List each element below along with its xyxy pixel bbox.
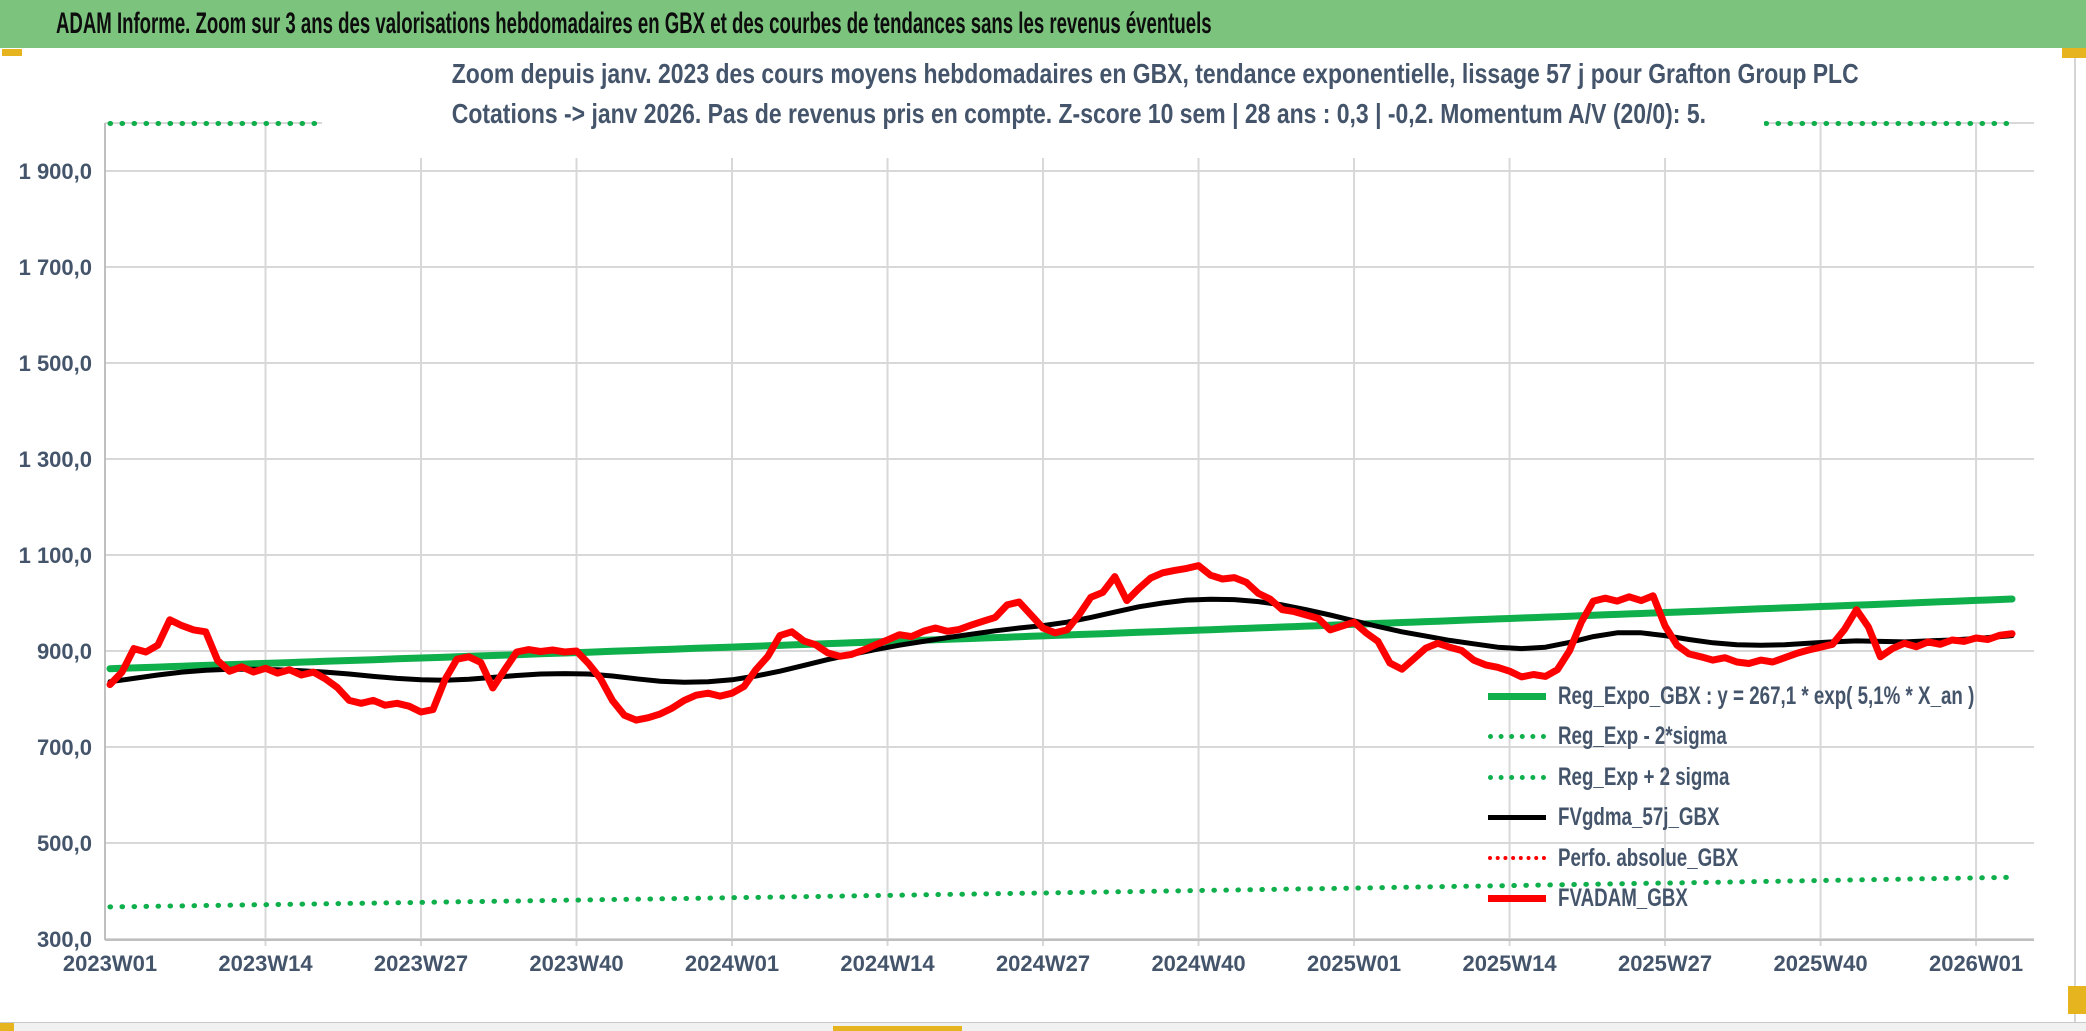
legend-label: Reg_Exp - 2*sigma — [1558, 722, 1727, 751]
x-axis-label: 2025W14 — [1462, 951, 1557, 976]
legend-item-fvadam[interactable]: FVADAM_GBX — [1488, 879, 2086, 920]
legend-swatch-reg-plus-2sigma — [1488, 774, 1546, 780]
selection-handle-bottom-right[interactable] — [2068, 986, 2086, 1014]
x-axis-label: 2024W27 — [996, 951, 1090, 976]
x-axis-label: 2023W40 — [529, 951, 623, 976]
x-axis-label: 2024W14 — [840, 951, 935, 976]
series-reg-exp-2-sigma — [107, 874, 2015, 910]
x-axis-label: 2025W27 — [1618, 951, 1712, 976]
legend-item-fvgdma[interactable]: FVgdma_57j_GBX — [1488, 798, 2086, 839]
legend-item-reg-expo[interactable]: Reg_Expo_GBX : y = 267,1 * exp( 5,1% * X… — [1488, 676, 2086, 717]
y-axis-label: 1 700,0 — [19, 255, 92, 280]
legend-item-reg-plus-2sigma[interactable]: Reg_Exp + 2 sigma — [1488, 757, 2086, 798]
x-axis-label: 2025W40 — [1773, 951, 1867, 976]
chart-frame-right-border — [2074, 50, 2076, 1022]
x-axis-label: 2026W01 — [1929, 951, 2023, 976]
chart-title-line1: Zoom depuis janv. 2023 des cours moyens … — [451, 58, 1859, 89]
y-axis-label: 1 300,0 — [19, 447, 92, 472]
legend-swatch-reg-minus-2sigma — [1488, 734, 1546, 740]
report-title: ADAM Informe. Zoom sur 3 ans des valoris… — [56, 7, 1212, 40]
chart-title-box: Zoom depuis janv. 2023 des cours moyens … — [322, 54, 1859, 158]
chart-title-line2: Cotations -> janv 2026. Pas de revenus p… — [451, 98, 1706, 129]
legend-label: Reg_Expo_GBX : y = 267,1 * exp( 5,1% * X… — [1558, 681, 1975, 710]
y-axis-label: 1 900,0 — [19, 159, 92, 184]
legend-label: Reg_Exp + 2 sigma — [1558, 762, 1730, 791]
x-axis-label: 2024W01 — [685, 951, 779, 976]
y-axis-label: 300,0 — [37, 927, 92, 952]
legend-label: FVgdma_57j_GBX — [1558, 803, 1720, 832]
y-axis-label: 1 500,0 — [19, 351, 92, 376]
legend-label: Perfo. absolue_GBX — [1558, 843, 1739, 872]
legend-swatch-fvgdma — [1488, 815, 1546, 821]
series-reg-expo-gbx — [106, 595, 2016, 673]
x-axis-label: 2024W40 — [1151, 951, 1245, 976]
selection-handle-bottom-center[interactable] — [833, 1026, 962, 1031]
y-axis-label: 700,0 — [37, 735, 92, 760]
selection-handle-top-left[interactable] — [2, 49, 22, 56]
legend-item-perfo-absolue[interactable]: Perfo. absolue_GBX — [1488, 838, 2086, 879]
series-fvadam-gbx — [106, 562, 2016, 724]
y-axis-label: 1 100,0 — [19, 543, 92, 568]
bottom-scroll-strip[interactable] — [0, 1022, 2086, 1031]
x-axis-label: 2025W01 — [1307, 951, 1401, 976]
selection-handle-bottom-left[interactable] — [0, 1023, 14, 1031]
y-axis-label: 500,0 — [37, 831, 92, 856]
legend-swatch-perfo-absolue — [1488, 856, 1546, 861]
y-axis-label: 900,0 — [37, 639, 92, 664]
x-axis-label: 2023W27 — [374, 951, 468, 976]
x-axis-label: 2023W01 — [63, 951, 157, 976]
chart-legend: Reg_Expo_GBX : y = 267,1 * exp( 5,1% * X… — [1488, 676, 2086, 919]
selection-handle-top-right[interactable] — [2062, 48, 2086, 58]
x-axis-label: 2023W14 — [218, 951, 313, 976]
legend-swatch-fvadam — [1488, 895, 1546, 903]
report-title-bar: ADAM Informe. Zoom sur 3 ans des valoris… — [0, 0, 2086, 48]
legend-swatch-reg-expo — [1488, 692, 1546, 700]
series-fvgdma-57j-gbx — [107, 596, 2015, 685]
legend-label: FVADAM_GBX — [1558, 884, 1688, 913]
legend-item-reg-minus-2sigma[interactable]: Reg_Exp - 2*sigma — [1488, 717, 2086, 758]
